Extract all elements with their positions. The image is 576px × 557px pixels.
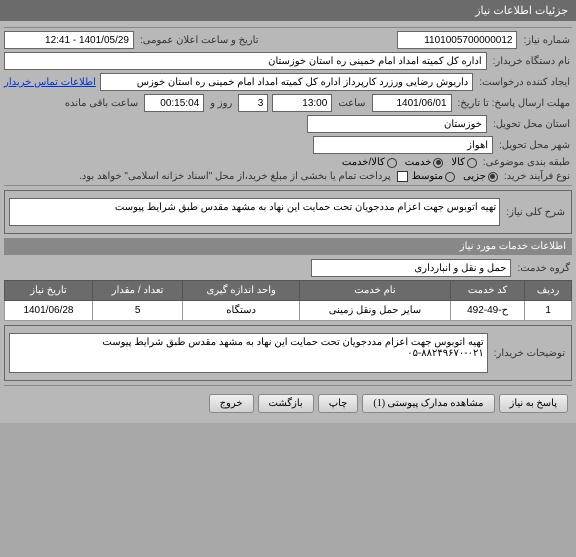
notes-label: توضیحات خریدار: [492, 348, 567, 359]
row-province: استان محل تحویل: خوزستان [4, 115, 572, 133]
td-name: سایر حمل ونقل زمینی [299, 301, 450, 321]
time-label: ساعت [336, 98, 367, 109]
td-unit: دستگاه [183, 301, 300, 321]
button-row: پاسخ به نیاز مشاهده مدارک پیوستی (1) چاپ… [4, 388, 572, 419]
th-date: تاریخ نیاز [5, 281, 93, 301]
table-row: 1 ح-49-492 سایر حمل ونقل زمینی دستگاه 5 … [5, 301, 572, 321]
deadline-label: مهلت ارسال پاسخ: تا تاریخ: [456, 98, 572, 109]
creator-label: ایجاد کننده درخواست: [477, 77, 572, 88]
divider [4, 385, 572, 386]
th-name: نام خدمت [299, 281, 450, 301]
city-field: اهواز [313, 136, 493, 154]
panel-content: شماره نیاز: 1101005700000012 تاریخ و ساع… [0, 21, 576, 423]
print-button[interactable]: چاپ [318, 394, 359, 413]
back-button[interactable]: بازگشت [258, 394, 314, 413]
divider [4, 185, 572, 186]
contact-link[interactable]: اطلاعات تماس خریدار [4, 77, 96, 88]
notes-section: توضیحات خریدار: تهیه اتوبوس جهت اعزام مد… [4, 325, 572, 381]
td-code: ح-49-492 [450, 301, 524, 321]
table-header-row: ردیف کد خدمت نام خدمت واحد اندازه گیری ت… [5, 281, 572, 301]
process-radio-group: جزیی متوسط [412, 171, 498, 182]
panel-title: جزئیات اطلاعات نیاز [475, 5, 568, 17]
row-group: گروه خدمت: حمل و نقل و انبارداری [4, 259, 572, 277]
row-creator: ایجاد کننده درخواست: داریوش رضایی ورزرد … [4, 73, 572, 91]
row-deadline: مهلت ارسال پاسخ: تا تاریخ: 1401/06/01 سا… [4, 94, 572, 112]
radio-khedmat[interactable]: خدمت [405, 157, 444, 168]
deadline-time-field: 13:00 [272, 94, 332, 112]
services-table: ردیف کد خدمت نام خدمت واحد اندازه گیری ت… [4, 280, 572, 321]
desc-label: شرح کلی نیاز: [504, 207, 567, 218]
group-label: گروه خدمت: [515, 263, 572, 274]
th-row: ردیف [525, 281, 572, 301]
attachments-button[interactable]: مشاهده مدارک پیوستی (1) [362, 394, 494, 413]
group-field: حمل و نقل و انبارداری [311, 259, 511, 277]
category-radio-group: کالا خدمت کالا/خدمت [342, 157, 477, 168]
respond-button[interactable]: پاسخ به نیاز [499, 394, 569, 413]
th-qty: تعداد / مقدار [92, 281, 182, 301]
need-number-field: 1101005700000012 [397, 31, 517, 49]
announce-label: تاریخ و ساعت اعلان عمومی: [138, 35, 261, 46]
category-label: طبقه بندی موضوعی: [481, 157, 572, 168]
details-panel: جزئیات اطلاعات نیاز شماره نیاز: 11010057… [0, 0, 576, 423]
days-field: 3 [238, 94, 268, 112]
creator-field: داریوش رضایی ورزرد کارپرداز اداره کل کمی… [100, 73, 473, 91]
radio-motevaset[interactable]: متوسط [412, 171, 455, 182]
td-qty: 5 [92, 301, 182, 321]
row-category: طبقه بندی موضوعی: کالا خدمت کالا/خدمت [4, 157, 572, 168]
radio-jozi[interactable]: جزیی [463, 171, 498, 182]
th-unit: واحد اندازه گیری [183, 281, 300, 301]
row-buyer: نام دستگاه خریدار: اداره کل کمیته امداد … [4, 52, 572, 70]
buyer-label: نام دستگاه خریدار: [491, 56, 572, 67]
radio-kala[interactable]: کالا [451, 157, 477, 168]
buyer-field: اداره کل کمیته امداد امام خمینی ره استان… [4, 52, 487, 70]
process-label: نوع فرآیند خرید: [502, 171, 572, 182]
td-date: 1401/06/28 [5, 301, 93, 321]
remain-time-field: 00:15:04 [144, 94, 204, 112]
radio-both[interactable]: کالا/خدمت [342, 157, 397, 168]
th-code: کد خدمت [450, 281, 524, 301]
province-label: استان محل تحویل: [491, 119, 572, 130]
remain-label: ساعت باقی مانده [63, 98, 140, 109]
pay-note: پرداخت تمام یا بخشی از مبلغ خرید،از محل … [77, 171, 393, 182]
deadline-date-field: 1401/06/01 [372, 94, 452, 112]
need-number-label: شماره نیاز: [521, 35, 572, 46]
divider [4, 27, 572, 28]
city-label: شهر محل تحویل: [497, 140, 572, 151]
announce-field: 1401/05/29 - 12:41 [4, 31, 134, 49]
days-label: روز و [208, 98, 234, 109]
province-field: خوزستان [307, 115, 487, 133]
panel-header: جزئیات اطلاعات نیاز [0, 0, 576, 21]
row-process: نوع فرآیند خرید: جزیی متوسط پرداخت تمام … [4, 171, 572, 182]
services-title: اطلاعات خدمات مورد نیاز [4, 238, 572, 255]
desc-field: تهیه اتوبوس جهت اعزام مددجویان تحت حمایت… [9, 198, 500, 226]
row-city: شهر محل تحویل: اهواز [4, 136, 572, 154]
td-row: 1 [525, 301, 572, 321]
pay-checkbox[interactable] [397, 171, 408, 182]
desc-section: شرح کلی نیاز: تهیه اتوبوس جهت اعزام مددج… [4, 190, 572, 234]
row-need-number: شماره نیاز: 1101005700000012 تاریخ و ساع… [4, 31, 572, 49]
notes-field: تهیه اتوبوس جهت اعزام مددجویان تحت حمایت… [9, 333, 488, 373]
exit-button[interactable]: خروج [209, 394, 254, 413]
